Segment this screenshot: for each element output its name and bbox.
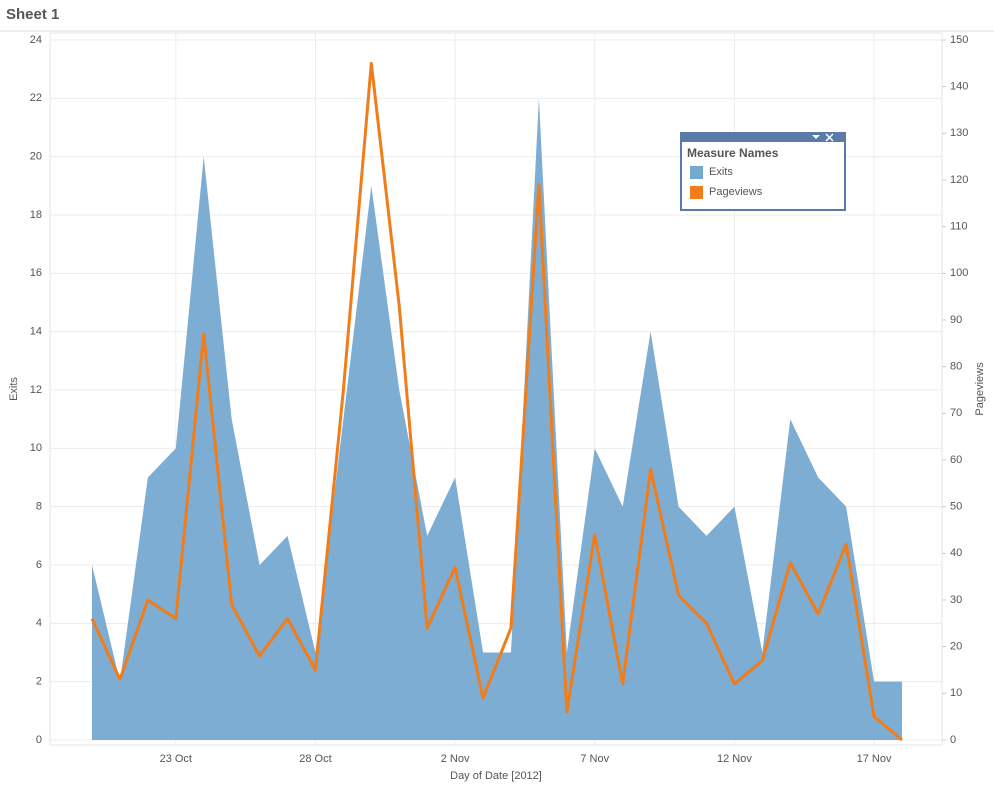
- y-tick-label: 10: [30, 442, 42, 454]
- y-tick-label: 24: [30, 34, 42, 46]
- legend-swatch: [690, 166, 703, 179]
- y-tick-label: 20: [30, 151, 42, 163]
- y2-tick-label: 80: [950, 361, 962, 373]
- y2-tick-label: 10: [950, 687, 962, 699]
- legend-items: Exits Pageviews: [690, 166, 763, 199]
- y-axis-label: Exits: [8, 377, 20, 401]
- legend[interactable]: Measure Names Exits Pageviews: [680, 132, 846, 211]
- x-tick-label: 23 Oct: [160, 753, 192, 765]
- sheet-title: Sheet 1: [6, 6, 59, 23]
- y-tick-label: 6: [36, 559, 42, 571]
- y2-tick-label: 20: [950, 641, 962, 653]
- y-tick-label: 14: [30, 326, 42, 338]
- x-tick-label: 28 Oct: [299, 753, 331, 765]
- y2-tick-label: 140: [950, 81, 968, 93]
- x-tick-label: 12 Nov: [717, 753, 752, 765]
- legend-close-icon[interactable]: [825, 133, 834, 142]
- legend-box: [680, 132, 846, 211]
- y-tick-label: 4: [36, 617, 42, 629]
- area: [92, 98, 902, 741]
- legend-header[interactable]: [681, 133, 845, 142]
- legend-label: Exits: [709, 166, 733, 178]
- y2-tick-label: 130: [950, 127, 968, 139]
- line: [90, 61, 903, 742]
- x-tick-label: 2 Nov: [441, 753, 470, 765]
- y2-tick-label: 50: [950, 501, 962, 513]
- y-tick-label: 2: [36, 676, 42, 688]
- x-tick-label: 17 Nov: [857, 753, 892, 765]
- legend-menu-icon[interactable]: [812, 135, 820, 139]
- marks: [90, 61, 903, 742]
- y2-tick-label: 90: [950, 314, 962, 326]
- y-tick-label: 12: [30, 384, 42, 396]
- legend-label: Pageviews: [709, 186, 763, 198]
- y-tick-label: 16: [30, 267, 42, 279]
- y-tick-label: 8: [36, 501, 42, 513]
- y2-tick-label: 70: [950, 407, 962, 419]
- x-tick-label: 7 Nov: [580, 753, 609, 765]
- plot-frame: [49, 32, 943, 746]
- y2-tick-label: 40: [950, 547, 962, 559]
- y-tick-label: 18: [30, 209, 42, 221]
- y2-tick-label: 120: [950, 174, 968, 186]
- y-tick-label: 0: [36, 734, 42, 746]
- y2-tick-label: 60: [950, 454, 962, 466]
- y2-tick-label: 150: [950, 34, 968, 46]
- legend-swatch: [690, 186, 703, 199]
- y2-tick-label: 110: [950, 221, 968, 233]
- y2-tick-label: 0: [950, 734, 956, 746]
- legend-title: Measure Names: [687, 146, 779, 160]
- x-axis-label: Day of Date [2012]: [450, 770, 542, 782]
- y2-axis-label: Pageviews: [974, 362, 986, 416]
- y-tick-label: 22: [30, 92, 42, 104]
- y2-tick-label: 100: [950, 267, 968, 279]
- y2-tick-label: 30: [950, 594, 962, 606]
